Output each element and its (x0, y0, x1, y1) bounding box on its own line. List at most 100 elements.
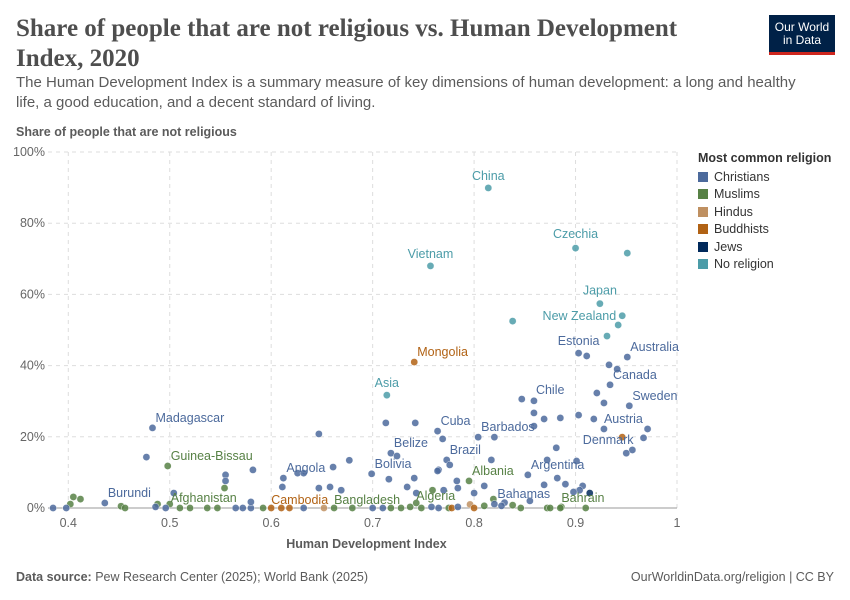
x-tick-label: 0.5 (161, 516, 178, 530)
data-label: China (472, 169, 505, 183)
data-point (76, 495, 85, 503)
data-point (453, 477, 461, 485)
data-label: Vietnam (408, 247, 454, 261)
data-point (315, 484, 323, 492)
data-point (606, 381, 614, 389)
data-label: Madagascar (155, 411, 224, 425)
data-point (151, 503, 160, 511)
data-point (412, 499, 421, 507)
data-point (516, 504, 525, 512)
data-label: Barbados (481, 420, 535, 434)
data-point (368, 504, 377, 512)
data-point (474, 433, 482, 441)
chart-subtitle: The Human Development Index is a summary… (16, 74, 796, 111)
data-point (622, 449, 631, 457)
data-point (470, 489, 478, 497)
data-point (428, 486, 437, 495)
data-point (330, 504, 338, 512)
data-point (426, 262, 435, 270)
data-point (433, 467, 442, 475)
credit-link[interactable]: OurWorldinData.org/religion | CC BY (630, 570, 834, 584)
data-point (546, 504, 554, 512)
data-point (480, 502, 489, 510)
data-point (299, 504, 308, 512)
data-point (600, 399, 608, 407)
y-tick-label: 20% (20, 430, 45, 444)
data-point (186, 504, 194, 512)
legend-swatch (698, 224, 708, 235)
legend-title: Most common religion (698, 151, 832, 165)
data-label: Cambodia (271, 493, 328, 507)
data-point (101, 499, 109, 507)
data-point (613, 365, 621, 373)
y-tick-label: 40% (20, 359, 45, 373)
data-point (383, 391, 391, 399)
data-point (299, 469, 308, 477)
data-point (574, 411, 583, 419)
legend-label: Christians (714, 169, 770, 184)
data-point (285, 504, 294, 512)
data-label: Guinea-Bissau (171, 449, 253, 463)
data-label: Bahrain (561, 491, 604, 505)
data-label: Chile (536, 383, 565, 397)
x-tick-label: 0.9 (567, 516, 584, 530)
data-point (605, 361, 613, 369)
data-point (556, 504, 565, 512)
legend-item-jews[interactable]: Jews (698, 238, 831, 256)
legend-item-hindus[interactable]: Hindus (698, 203, 831, 221)
logo-line-1: Our World (774, 19, 830, 34)
data-point (490, 433, 499, 441)
data-label: Algeria (416, 489, 455, 503)
legend-swatch (698, 241, 708, 252)
legend-label: Buddhists (714, 222, 769, 237)
data-point (590, 415, 598, 423)
legend-swatch (698, 189, 708, 200)
data-label: Japan (583, 284, 617, 298)
legend-label: Muslims (714, 187, 760, 202)
legend-swatch (698, 259, 708, 270)
owid-logo[interactable]: Our World in Data (769, 15, 835, 55)
data-point (69, 493, 78, 501)
data-point (417, 504, 426, 512)
data-point (585, 489, 594, 497)
data-point (517, 395, 526, 403)
data-label: Cuba (441, 414, 471, 428)
data-point (238, 504, 247, 512)
data-label: Sweden (632, 389, 677, 403)
data-point (480, 482, 489, 490)
data-label: Belize (394, 436, 428, 450)
data-label: Canada (613, 368, 657, 382)
data-label: Bangladesh (334, 493, 400, 507)
data-point (596, 299, 604, 308)
data-source-text: Pew Research Center (2025); World Bank (… (91, 570, 369, 584)
legend-item-buddhists[interactable]: Buddhists (698, 221, 831, 239)
data-point (148, 424, 157, 432)
data-point (393, 452, 401, 460)
data-point (470, 504, 478, 512)
legend-item-no-religion[interactable]: No religion (698, 256, 831, 274)
data-point (582, 352, 591, 360)
data-point (572, 457, 581, 465)
x-tick-label: 0.6 (262, 516, 279, 530)
data-point (320, 504, 328, 512)
data-point (434, 504, 443, 512)
data-point (526, 497, 534, 505)
legend: Most common religion Christians Muslims Hi… (698, 151, 831, 273)
legend-swatch (698, 206, 708, 217)
y-tick-label: 0% (27, 501, 45, 515)
y-tick-label: 100% (13, 145, 45, 159)
legend-item-christians[interactable]: Christians (698, 168, 831, 186)
data-label: Bahamas (497, 487, 550, 501)
legend-label: Jews (714, 239, 743, 254)
data-point (497, 502, 506, 510)
data-label: Mongolia (417, 345, 468, 359)
data-point (530, 409, 538, 417)
data-label: Czechia (553, 227, 598, 241)
data-label: Argentina (531, 458, 585, 472)
data-point (574, 349, 583, 357)
data-point (484, 184, 493, 192)
legend-item-muslims[interactable]: Muslims (698, 186, 831, 204)
data-point (639, 434, 648, 442)
data-point (581, 504, 590, 512)
